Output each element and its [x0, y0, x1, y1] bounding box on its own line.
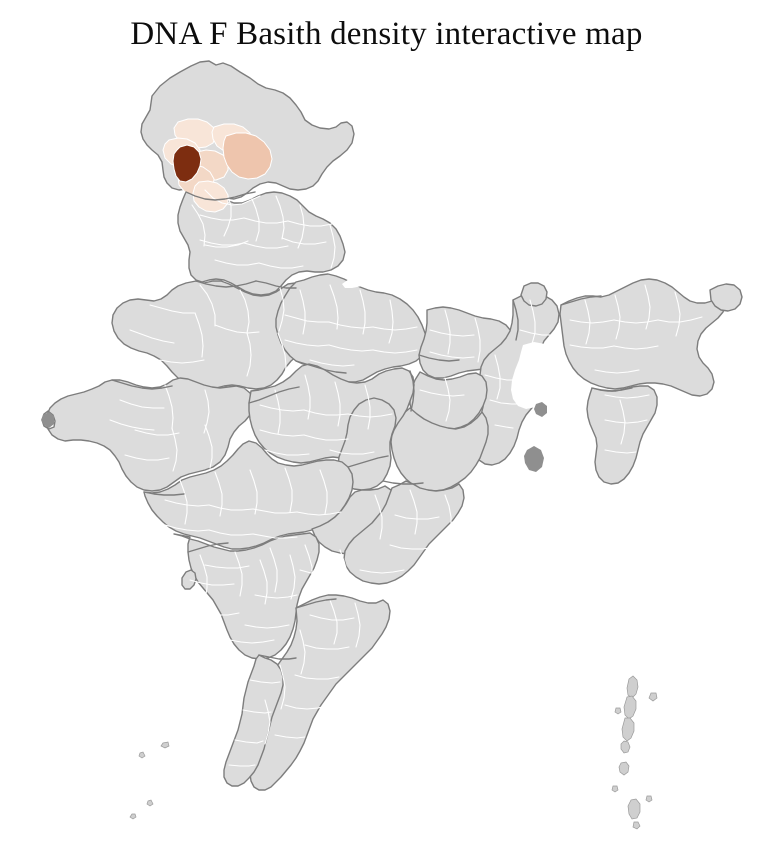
island-nicobar-small-1 [648, 692, 658, 702]
island-lakshadweep-1 [160, 741, 170, 749]
island-nicobar-small-3 [611, 785, 619, 793]
state-odisha[interactable] [390, 407, 489, 492]
state-andhra-pradesh[interactable] [343, 480, 465, 585]
adjacent-district-1[interactable] [222, 132, 273, 180]
island-nicobar-small-2 [614, 707, 622, 715]
state-kerala[interactable] [223, 654, 284, 787]
state-assam-northeast[interactable] [559, 278, 727, 397]
state-mizoram-tripura-manipur[interactable] [586, 385, 658, 485]
island-nicobar-small-4 [645, 795, 653, 803]
island-andaman-south [621, 717, 635, 742]
state-arunachal-east-lobe[interactable] [709, 283, 743, 312]
island-nicobar-car [618, 761, 630, 776]
island-andaman-north [626, 675, 639, 699]
coast-accent-kutch [41, 412, 54, 428]
coast-accent-bengal-north [534, 402, 547, 417]
state-boundaries-layer [111, 191, 633, 660]
state-himachal-punjab-haryana[interactable] [177, 187, 346, 296]
adjacent-district-7[interactable] [192, 180, 229, 213]
state-sikkim[interactable] [520, 282, 548, 307]
coast-accent-sundarbans [524, 446, 544, 472]
coastal-accent-layer [41, 402, 547, 472]
state-chhattisgarh[interactable] [337, 397, 397, 491]
island-lakshadweep-3 [146, 799, 154, 807]
neighbour-gap-bangladesh [511, 342, 562, 409]
neighbour-gap-nepal [342, 267, 458, 303]
island-nicobar-great [627, 798, 641, 820]
state-rajasthan[interactable] [111, 280, 324, 391]
island-andaman-little [620, 740, 631, 754]
district-boundaries-layer [109, 189, 703, 767]
island-lakshadweep-4 [129, 813, 137, 820]
focus-district[interactable] [172, 144, 202, 183]
state-goa[interactable] [181, 569, 197, 590]
island-nicobar-small-5 [632, 821, 641, 830]
islands-layer[interactable] [129, 675, 658, 830]
highlighted-districts-layer[interactable] [162, 118, 273, 213]
page-title: DNA F Basith density interactive map [130, 16, 643, 52]
map-base-layer [41, 60, 743, 791]
state-maharashtra[interactable] [143, 440, 354, 550]
island-lakshadweep-2 [138, 751, 146, 759]
island-andaman-middle [623, 695, 637, 720]
